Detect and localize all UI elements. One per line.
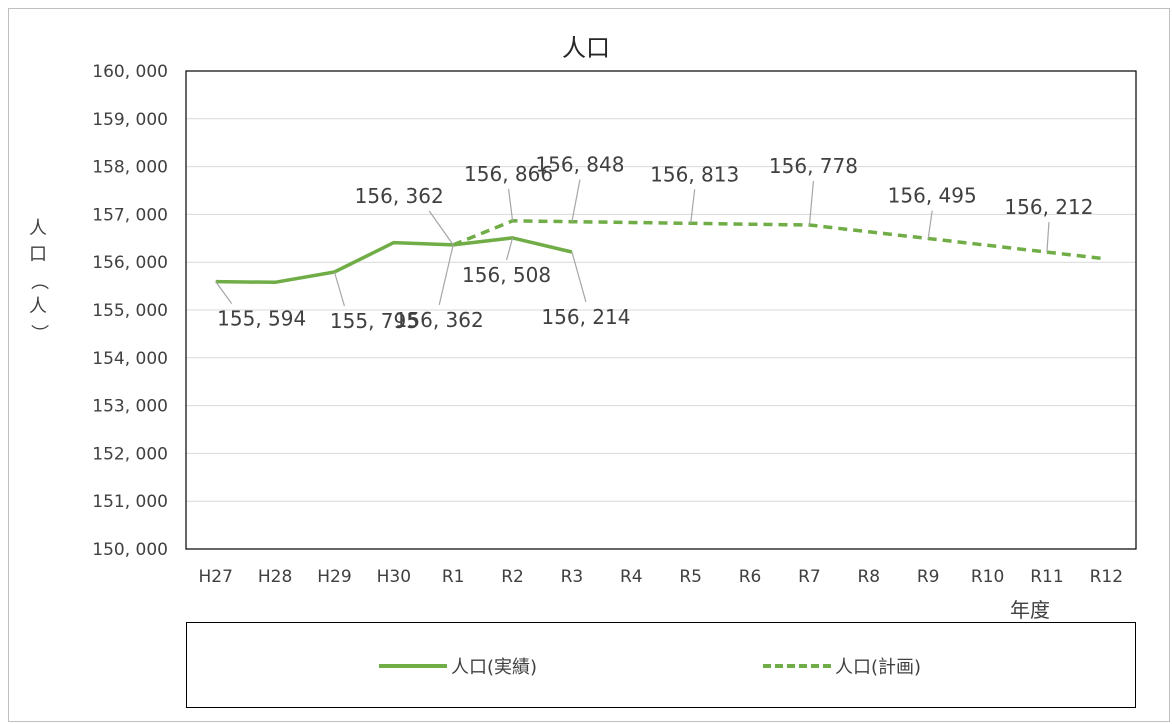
y-tick-label: 150, 000 <box>92 540 168 560</box>
x-tick-label: R10 <box>971 567 1004 587</box>
x-tick-label: R6 <box>739 567 762 587</box>
y-tick-label: 159, 000 <box>92 110 168 130</box>
y-tick-label: 155, 000 <box>92 301 168 321</box>
legend-swatch-solid <box>379 664 447 668</box>
x-tick-label: R9 <box>917 567 940 587</box>
data-label: 156, 866 <box>464 162 553 186</box>
x-tick-label: R12 <box>1090 567 1123 587</box>
y-tick-label: 156, 000 <box>92 253 168 273</box>
y-tick-label: 158, 000 <box>92 158 168 178</box>
data-label-leader <box>571 179 581 222</box>
x-tick-label: H30 <box>377 567 411 587</box>
data-label-leader <box>428 210 454 246</box>
data-label-leader <box>808 180 815 226</box>
data-label-leader <box>505 237 514 261</box>
legend-label-actual: 人口(実績) <box>451 657 538 678</box>
y-axis-label-char: 人 <box>29 218 47 239</box>
legend: 人口(実績) 人口(計画) <box>186 622 1136 708</box>
data-label: 156, 813 <box>650 162 739 186</box>
x-tick-label: R11 <box>1030 567 1063 587</box>
data-label-leader <box>927 210 933 239</box>
x-tick-label: H28 <box>258 567 292 587</box>
x-tick-label: R7 <box>798 567 821 587</box>
data-label: 156, 214 <box>541 305 630 329</box>
chart-title: 人口 <box>562 34 610 62</box>
x-tick-label: R2 <box>501 567 524 587</box>
data-label: 156, 362 <box>355 184 444 208</box>
data-label: 156, 212 <box>1004 195 1093 219</box>
x-tick-label: R4 <box>620 567 643 587</box>
data-label: 156, 362 <box>395 308 484 332</box>
data-label: 156, 778 <box>769 154 858 178</box>
x-tick-label: R5 <box>679 567 702 587</box>
data-label-leader <box>507 188 514 221</box>
x-axis-label: 年度 <box>1010 598 1050 622</box>
y-tick-label: 157, 000 <box>92 205 168 225</box>
plot-area <box>185 70 1137 550</box>
data-label: 156, 495 <box>888 184 977 208</box>
legend-swatch-dashed <box>763 664 831 668</box>
y-tick-label: 153, 000 <box>92 397 168 417</box>
y-tick-label: 151, 000 <box>92 492 168 512</box>
data-label: 156, 848 <box>535 153 624 177</box>
y-axis-label-char: 人 <box>29 296 47 317</box>
y-tick-label: 154, 000 <box>92 349 168 369</box>
x-tick-label: H27 <box>198 567 232 587</box>
data-label-leader <box>690 189 696 224</box>
y-tick-label: 160, 000 <box>92 62 168 82</box>
series-line-plan <box>452 219 1107 261</box>
x-tick-label: R3 <box>561 567 584 587</box>
data-label-leader <box>571 251 587 303</box>
y-axis-label-char: 口 <box>29 244 47 265</box>
x-tick-label: R1 <box>442 567 465 587</box>
legend-item-plan: 人口(計画) <box>763 653 921 679</box>
x-tick-label: R8 <box>857 567 880 587</box>
y-axis-label: 人口（人） <box>26 216 50 346</box>
data-label-leader <box>438 244 454 306</box>
x-tick-label: H29 <box>317 567 351 587</box>
data-label: 155, 594 <box>217 307 306 331</box>
y-tick-label: 152, 000 <box>92 444 168 464</box>
chart-frame <box>8 8 1170 722</box>
data-label-leader <box>1046 222 1050 253</box>
legend-label-plan: 人口(計画) <box>835 657 922 678</box>
series-line-actual <box>215 236 573 285</box>
legend-item-actual: 人口(実績) <box>379 653 537 679</box>
data-label-leader <box>333 271 346 307</box>
data-label: 155, 795 <box>330 309 419 333</box>
data-label: 156, 508 <box>462 263 551 287</box>
data-label-leader <box>215 281 233 304</box>
